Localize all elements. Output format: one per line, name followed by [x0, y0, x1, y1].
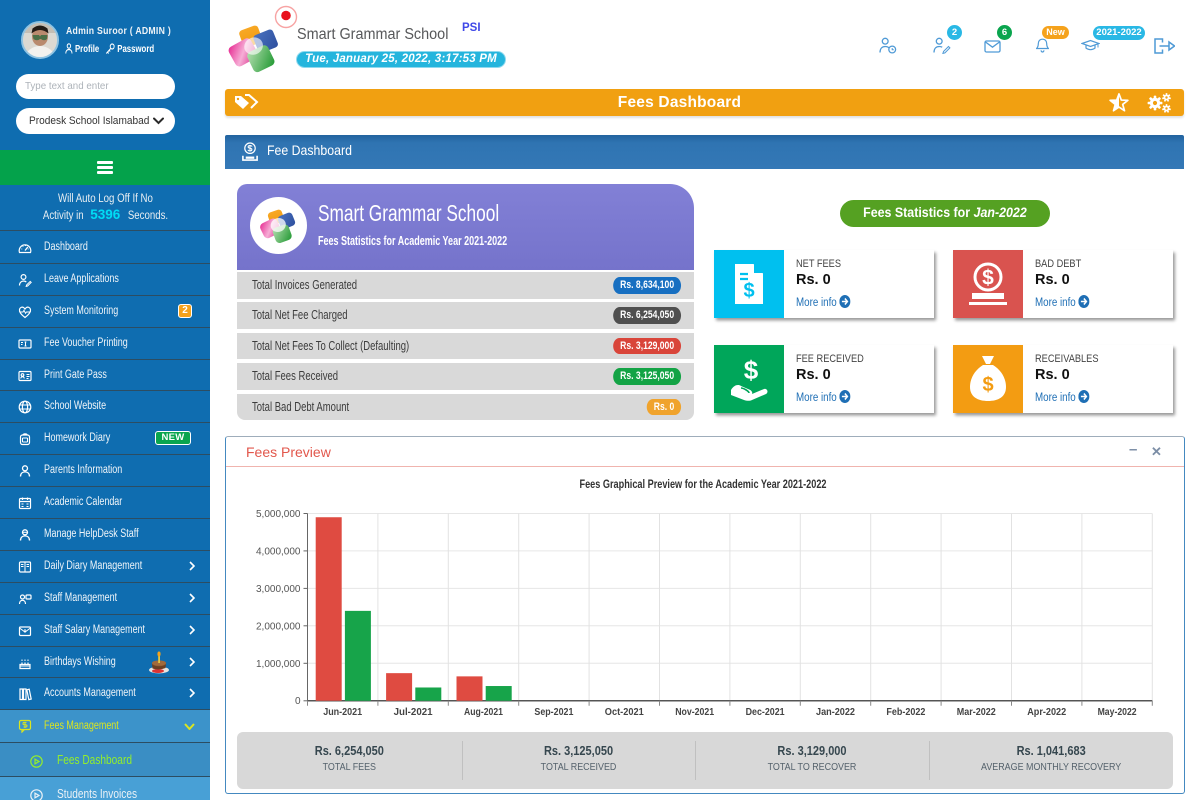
svg-text:Fees Graphical Preview for the: Fees Graphical Preview for the Academic …	[580, 479, 827, 491]
svg-text:Feb-2022: Feb-2022	[886, 707, 925, 718]
svg-text:0: 0	[295, 696, 301, 707]
svg-text:Aug-2021: Aug-2021	[464, 707, 503, 718]
svg-text:Sep-2021: Sep-2021	[534, 707, 573, 718]
svg-text:Jul-2021: Jul-2021	[394, 707, 433, 718]
svg-text:$: $	[982, 374, 993, 396]
svg-text:Apr-2022: Apr-2022	[1027, 707, 1066, 718]
svg-text:Dec-2021: Dec-2021	[746, 707, 785, 718]
svg-text:3,000,000: 3,000,000	[256, 584, 301, 595]
svg-text:$: $	[743, 280, 754, 302]
svg-text:Jun-2021: Jun-2021	[323, 707, 362, 718]
svg-text:Mar-2022: Mar-2022	[957, 707, 996, 718]
svg-text:5,000,000: 5,000,000	[256, 509, 301, 520]
svg-text:May-2022: May-2022	[1098, 707, 1137, 718]
svg-text:Oct-2021: Oct-2021	[605, 707, 644, 718]
svg-text:$: $	[744, 357, 759, 385]
svg-text:Jan-2022: Jan-2022	[816, 707, 855, 718]
svg-text:4,000,000: 4,000,000	[256, 546, 301, 557]
svg-text:1,000,000: 1,000,000	[256, 659, 301, 670]
svg-text:Nov-2021: Nov-2021	[675, 707, 714, 718]
svg-text:2,000,000: 2,000,000	[256, 621, 301, 632]
svg-text:$: $	[982, 267, 994, 290]
